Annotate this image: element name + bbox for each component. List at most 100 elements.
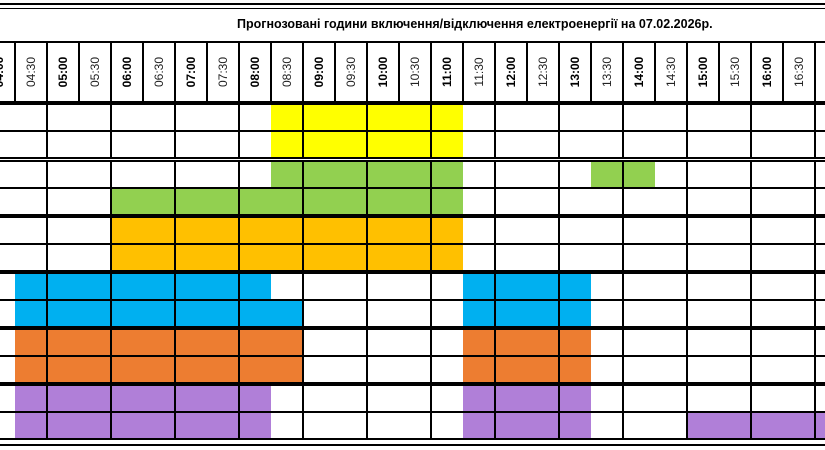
schedule-fill-0 <box>463 386 591 412</box>
hour-divider <box>558 105 560 157</box>
hour-divider <box>174 330 176 382</box>
time-header-cell: 08:00 <box>239 42 271 101</box>
hour-divider <box>494 386 496 438</box>
hour-divider <box>430 386 432 438</box>
time-label: 09:30 <box>344 56 358 87</box>
hour-divider <box>302 105 304 157</box>
time-header-cell: 06:00 <box>111 42 143 101</box>
hour-divider <box>238 330 240 382</box>
hour-divider <box>238 218 240 270</box>
time-header-cell: 11:00 <box>431 42 463 101</box>
group-bottom-line <box>0 270 825 272</box>
row-divider <box>0 243 825 245</box>
time-header-cell: 17:00 <box>815 42 825 101</box>
header-divider <box>750 42 752 101</box>
time-label: 11:30 <box>472 56 486 87</box>
time-header-cell: 16:30 <box>783 42 815 101</box>
hour-divider <box>302 218 304 270</box>
schedule-fill-1 <box>463 300 591 326</box>
hour-divider <box>430 218 432 270</box>
time-header-cell: 07:30 <box>207 42 239 101</box>
header-divider <box>142 42 144 101</box>
group-top-line <box>0 103 825 105</box>
schedule-fill-1 <box>111 244 463 270</box>
header-divider <box>430 42 432 101</box>
hour-divider <box>46 218 48 270</box>
hour-divider <box>174 218 176 270</box>
hour-divider <box>46 274 48 326</box>
time-header-cell: 11:30 <box>463 42 495 101</box>
time-header-cell: 10:30 <box>399 42 431 101</box>
time-header-cell: 06:30 <box>143 42 175 101</box>
hour-divider <box>558 162 560 214</box>
time-header-cell: 09:00 <box>303 42 335 101</box>
time-header-cell: 05:30 <box>79 42 111 101</box>
time-label: 08:30 <box>280 56 294 87</box>
schedule-fill-1 <box>463 356 591 382</box>
time-label: 07:00 <box>184 56 198 87</box>
time-label: 06:30 <box>152 56 166 87</box>
time-label: 12:30 <box>536 56 550 87</box>
time-header-cell: 12:30 <box>527 42 559 101</box>
header-divider <box>462 42 464 101</box>
header-divider <box>814 42 816 101</box>
schedule-fill-0 <box>111 218 463 244</box>
time-header-cell: 13:00 <box>559 42 591 101</box>
time-label: 16:00 <box>760 56 774 87</box>
header-divider <box>526 42 528 101</box>
hour-divider <box>366 330 368 382</box>
group-bottom-line <box>0 382 825 384</box>
time-header-cell: 14:30 <box>655 42 687 101</box>
hour-divider <box>46 386 48 438</box>
time-label: 13:00 <box>568 56 582 87</box>
group-bottom-line <box>0 157 825 159</box>
hour-divider <box>750 162 752 214</box>
schedule-fill-1 <box>15 300 303 326</box>
row-divider <box>0 130 825 132</box>
hour-divider <box>110 218 112 270</box>
header-divider <box>174 42 176 101</box>
schedule-fill-1 <box>687 412 825 438</box>
header-divider <box>206 42 208 101</box>
hour-divider <box>622 386 624 438</box>
time-header-cell: 08:30 <box>271 42 303 101</box>
hour-divider <box>430 330 432 382</box>
time-label: 13:30 <box>600 56 614 87</box>
hour-divider <box>686 330 688 382</box>
hour-divider <box>686 162 688 214</box>
hour-divider <box>558 218 560 270</box>
hour-divider <box>494 330 496 382</box>
hour-divider <box>302 162 304 214</box>
hour-divider <box>814 218 816 270</box>
schedule-fill-0 <box>15 386 271 412</box>
hour-divider <box>302 386 304 438</box>
header-divider <box>622 42 624 101</box>
group-bottom-line <box>0 326 825 328</box>
hour-divider <box>366 274 368 326</box>
hour-divider <box>238 274 240 326</box>
hour-divider <box>174 274 176 326</box>
header-divider <box>14 42 16 101</box>
header-top-line <box>0 41 825 43</box>
hour-divider <box>622 162 624 214</box>
time-label: 10:30 <box>408 56 422 87</box>
time-label: 04:30 <box>24 56 38 87</box>
hour-divider <box>814 330 816 382</box>
hour-divider <box>110 386 112 438</box>
hour-divider <box>622 330 624 382</box>
row-divider <box>0 187 825 189</box>
time-header-cell: 13:30 <box>591 42 623 101</box>
hour-divider <box>46 162 48 214</box>
schedule-fill-0 <box>463 274 591 300</box>
hour-divider <box>110 105 112 157</box>
hour-divider <box>366 162 368 214</box>
hour-divider <box>686 274 688 326</box>
group-top-line <box>0 328 825 330</box>
hour-divider <box>430 162 432 214</box>
header-divider <box>590 42 592 101</box>
hour-divider <box>558 330 560 382</box>
hour-divider <box>366 105 368 157</box>
time-header-cell: 07:00 <box>175 42 207 101</box>
row-divider <box>0 411 825 413</box>
